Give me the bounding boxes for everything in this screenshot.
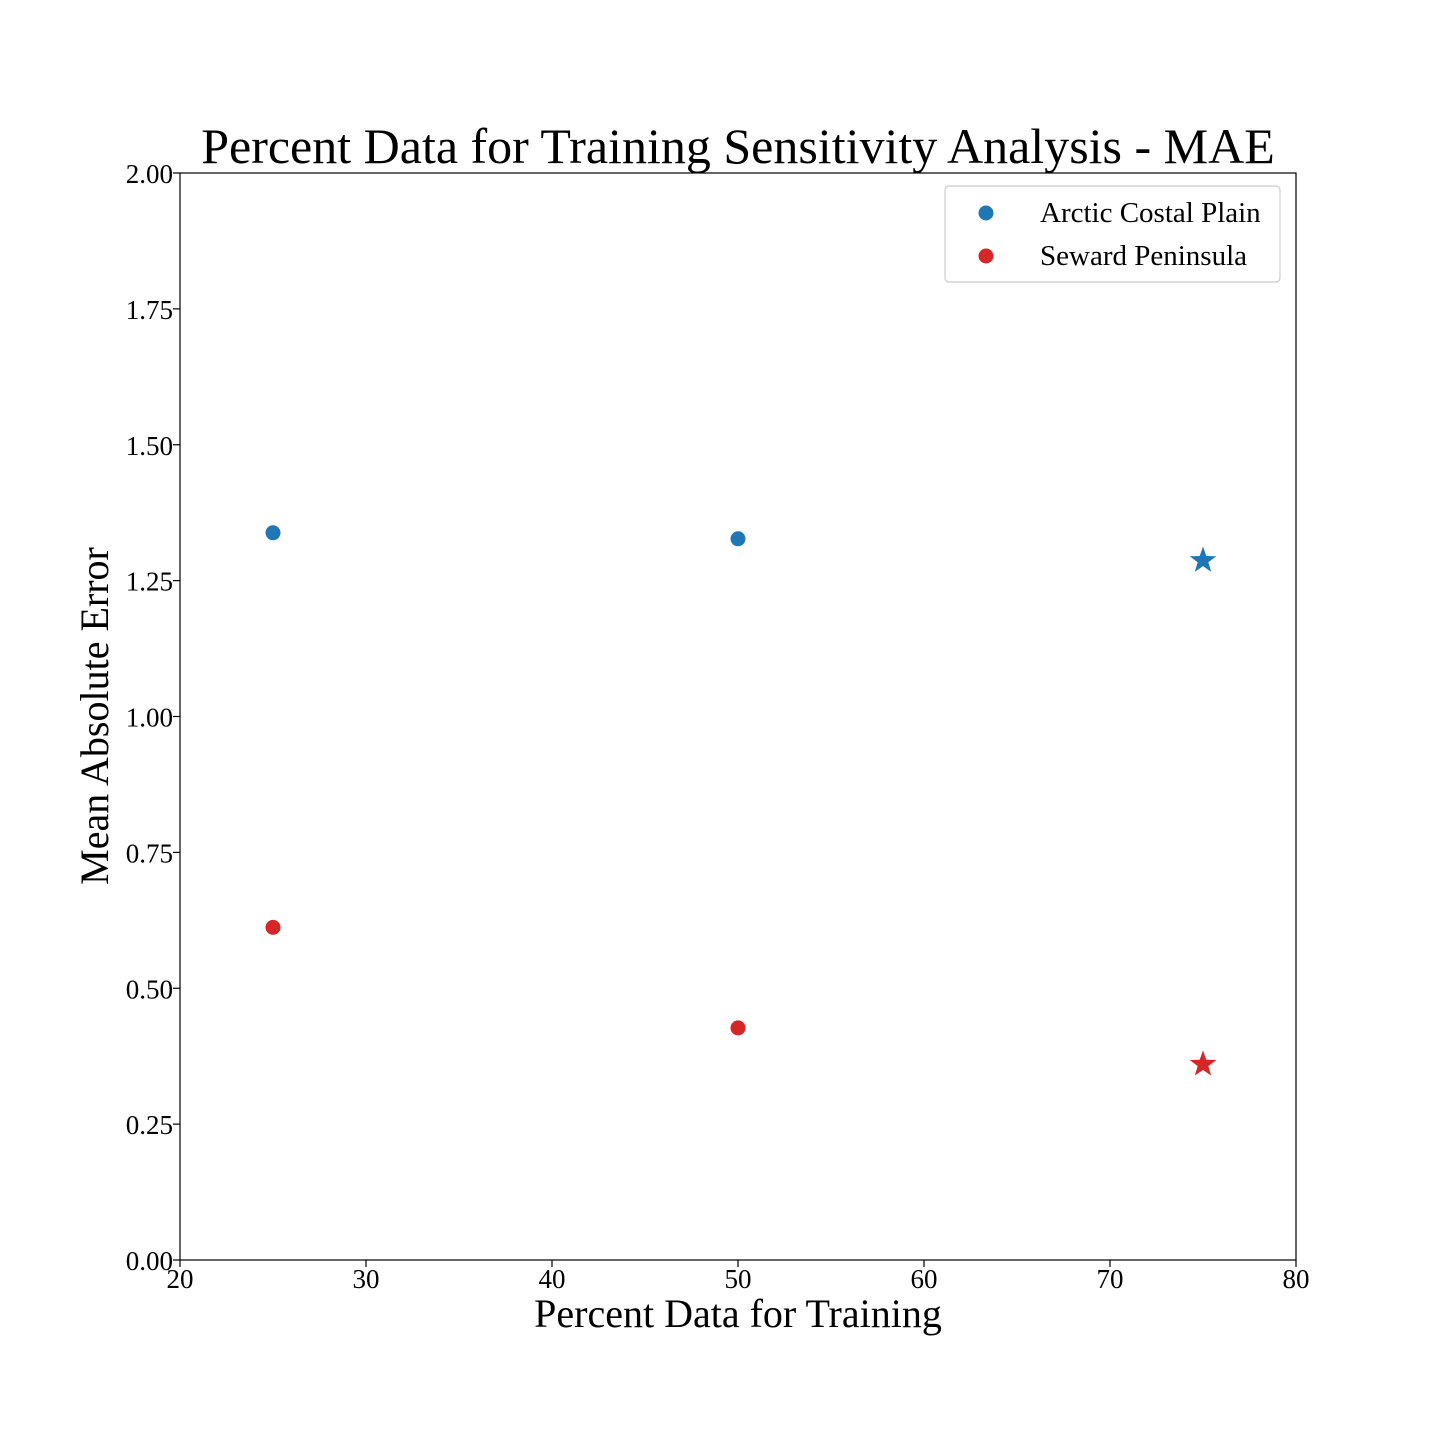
legend: Arctic Costal Plain Seward Peninsula bbox=[944, 185, 1281, 283]
chart-title: Percent Data for Training Sensitivity An… bbox=[201, 118, 1275, 174]
x-tick-label: 60 bbox=[911, 1264, 938, 1294]
legend-marker bbox=[978, 205, 994, 221]
plot-frame bbox=[179, 172, 1297, 1261]
data-point bbox=[730, 1020, 746, 1036]
y-tick-label: 1.25 bbox=[126, 567, 173, 597]
y-tick-label: 0.50 bbox=[126, 974, 173, 1004]
data-points bbox=[265, 525, 1217, 1076]
y-tick-label: 0.75 bbox=[126, 838, 173, 868]
y-tick-label: 0.25 bbox=[126, 1110, 173, 1140]
data-point-star bbox=[1189, 546, 1217, 572]
x-tick-label: 40 bbox=[539, 1264, 566, 1294]
data-point bbox=[730, 531, 746, 547]
x-tick-label: 30 bbox=[353, 1264, 380, 1294]
legend-box bbox=[944, 185, 1281, 283]
y-tick-label: 1.00 bbox=[126, 703, 173, 733]
x-tick-label: 80 bbox=[1283, 1264, 1310, 1294]
legend-marker bbox=[978, 248, 994, 264]
x-tick-label: 70 bbox=[1097, 1264, 1124, 1294]
data-point bbox=[265, 525, 281, 541]
y-axis-label: Mean Absolute Error bbox=[72, 547, 117, 885]
y-tick-label: 1.75 bbox=[126, 295, 173, 325]
axis-ticks: 20 30 40 50 60 70 80 0.00 0.25 0.50 0.75 1.00 1.25 1.… bbox=[126, 159, 1310, 1294]
legend-label: Seward Peninsula bbox=[1040, 240, 1247, 272]
x-tick-label: 50 bbox=[725, 1264, 752, 1294]
x-axis-label: Percent Data for Training bbox=[534, 1291, 942, 1336]
data-point-star bbox=[1189, 1050, 1217, 1076]
x-tick-label: 20 bbox=[167, 1264, 194, 1294]
data-point bbox=[265, 919, 281, 935]
y-tick-label: 2.00 bbox=[126, 159, 173, 189]
y-tick-label: 1.50 bbox=[126, 431, 173, 461]
legend-label: Arctic Costal Plain bbox=[1040, 197, 1261, 229]
y-tick-label: 0.00 bbox=[126, 1246, 173, 1276]
